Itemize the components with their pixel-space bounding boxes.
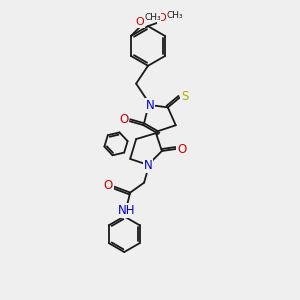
Text: S: S xyxy=(181,90,188,103)
Text: O: O xyxy=(104,179,113,192)
Text: N: N xyxy=(146,99,154,112)
Text: O: O xyxy=(158,13,166,23)
Text: CH₃: CH₃ xyxy=(144,13,161,22)
Text: NH: NH xyxy=(118,204,135,217)
Text: O: O xyxy=(120,113,129,126)
Text: CH₃: CH₃ xyxy=(167,11,183,20)
Text: N: N xyxy=(144,159,152,172)
Text: O: O xyxy=(177,142,186,155)
Text: O: O xyxy=(135,17,144,27)
